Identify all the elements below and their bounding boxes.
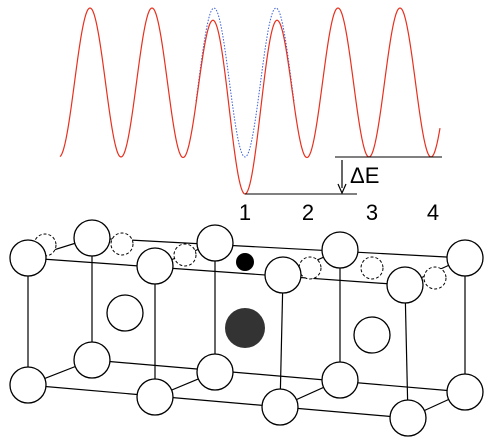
site-label: 2 [302,200,314,225]
impurity [236,253,254,271]
site-label: 3 [366,200,378,225]
bond [27,384,409,419]
perturbed-potential [59,7,441,195]
bond [404,284,409,419]
atom [446,373,484,411]
vacancy [360,256,384,280]
atom [73,341,111,379]
vacancy [423,266,447,290]
site-label: 4 [427,200,439,225]
atom [386,266,424,304]
delta-e-label: ΔE [350,163,379,188]
vacancy [298,256,322,280]
atom [196,224,234,262]
atom [136,378,174,416]
atom [353,316,391,354]
vacancy [173,243,197,267]
atom [446,239,484,277]
potential-curves [59,7,441,195]
bond [91,359,466,393]
atom [136,247,174,285]
bond [279,274,284,408]
site-label: 1 [239,200,251,225]
atom [321,361,359,399]
vacancy [110,232,134,256]
bond [27,257,406,286]
atom [73,219,111,257]
atom [9,239,47,277]
atom [264,256,302,294]
perfect-potential [195,7,295,158]
atom [321,231,359,269]
atom [261,388,299,426]
atom [9,366,47,404]
arrow-head [337,183,347,195]
impurity [225,308,265,348]
atom [196,353,234,391]
lattice [9,219,484,437]
bond [91,237,466,259]
atom [389,399,427,437]
atom [106,294,144,332]
